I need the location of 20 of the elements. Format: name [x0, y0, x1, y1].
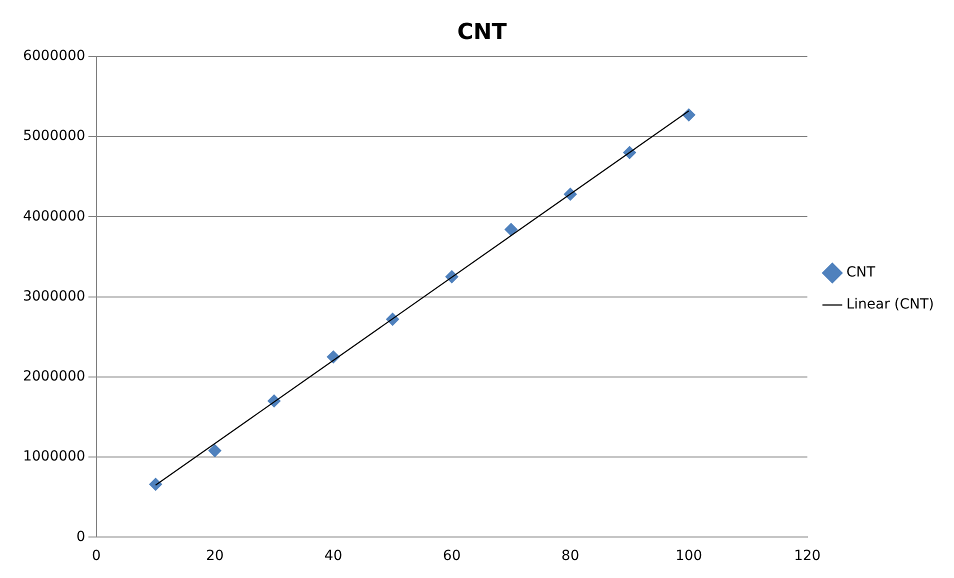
y-tick-label: 5000000 — [22, 128, 86, 144]
y-tick-label: 2000000 — [22, 368, 86, 385]
x-tick-label: 120 — [794, 548, 821, 564]
point — [208, 444, 222, 458]
legend-label: CNT — [846, 264, 876, 281]
chart-title: CNT — [457, 20, 507, 45]
legend-label: Linear (CNT) — [846, 296, 934, 313]
x-tick-label: 0 — [92, 548, 101, 564]
point — [504, 222, 518, 236]
x-tick-label: 100 — [675, 548, 702, 564]
y-tick-label: 4000000 — [22, 208, 86, 224]
y-tick-label: 1000000 — [22, 448, 86, 465]
x-tick-label: 80 — [561, 548, 580, 564]
x-tick-label: 40 — [324, 548, 342, 564]
y-tick-label: 0 — [76, 528, 86, 545]
x-tick-label: 60 — [442, 548, 461, 564]
x-tick-label: 20 — [206, 548, 224, 564]
y-tick-label: 3000000 — [22, 288, 86, 304]
y-tick-label: 6000000 — [22, 48, 86, 64]
point — [149, 478, 162, 491]
